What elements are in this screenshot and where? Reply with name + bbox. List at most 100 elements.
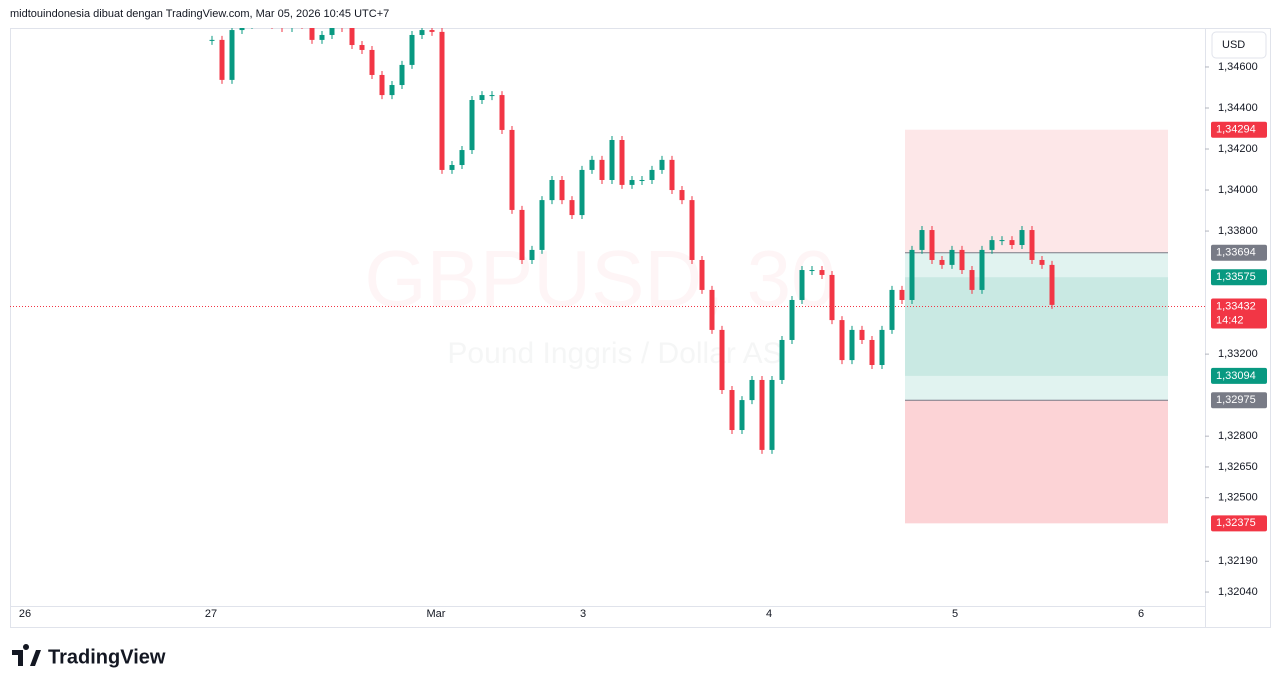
x-tick-label: Mar — [427, 608, 446, 620]
candle-body — [609, 139, 615, 180]
x-tick-label: 26 — [19, 608, 31, 620]
candle-body — [989, 240, 995, 250]
candle-body — [789, 299, 795, 340]
y-tick-label: 1,34600 — [1218, 61, 1258, 73]
countdown: 14:42 — [1216, 314, 1244, 326]
currency-button[interactable] — [1211, 31, 1267, 59]
y-tick-label: 1,32190 — [1218, 555, 1258, 567]
candle-body — [389, 85, 395, 96]
candle-body — [599, 159, 605, 180]
price-tag-label: 1,33094 — [1216, 370, 1256, 382]
watermark-symbol: GBPUSD, 30 — [364, 234, 835, 323]
candle-body — [779, 339, 785, 380]
y-tick-label: 1,32650 — [1218, 461, 1258, 473]
candle-body — [309, 28, 315, 40]
y-tick-label: 1,32040 — [1218, 586, 1258, 598]
candle-body — [979, 249, 985, 290]
candle-body — [569, 200, 575, 216]
candle-body — [399, 64, 405, 86]
currency-label[interactable]: USD — [1222, 39, 1245, 51]
logo-icon — [12, 644, 41, 666]
y-tick-label: 1,32500 — [1218, 492, 1258, 504]
y-tick-label: 1,34200 — [1218, 143, 1258, 155]
candle-body — [909, 249, 915, 300]
x-tick-label: 6 — [1138, 608, 1144, 620]
x-tick-label: 27 — [205, 608, 217, 620]
candle-body — [649, 169, 655, 180]
candle-body — [419, 30, 425, 35]
candle-body — [679, 190, 685, 201]
candle-body — [359, 45, 365, 50]
candle-body — [549, 179, 555, 201]
candle-body — [859, 329, 865, 340]
zone — [905, 375, 1168, 401]
x-tick-label: 5 — [952, 608, 958, 620]
candle-body — [1049, 264, 1055, 305]
candle-body — [929, 230, 935, 260]
candle-body — [239, 28, 245, 31]
candle-body — [519, 209, 525, 260]
candle-body — [659, 159, 665, 170]
candle-body — [709, 289, 715, 330]
candle-body — [839, 320, 845, 361]
candle-body — [329, 28, 335, 35]
candle-body — [1009, 240, 1015, 246]
zone — [905, 129, 1168, 253]
candle-body — [939, 259, 945, 265]
candle-body — [219, 39, 225, 80]
price-tag-label: 1,32975 — [1216, 394, 1256, 406]
candle-body — [369, 49, 375, 75]
candle-body — [919, 230, 925, 250]
candle-body — [629, 179, 635, 185]
candle-body — [1029, 230, 1035, 260]
candle-body — [559, 179, 565, 201]
candle-body — [879, 329, 885, 365]
candle-body — [849, 329, 855, 361]
candle-body — [759, 379, 765, 450]
price-tag — [1211, 269, 1267, 286]
header-text: midtouindonesia dibuat dengan TradingVie… — [10, 8, 389, 20]
candle-body — [719, 329, 725, 391]
candle-body — [509, 129, 515, 210]
price-tag-label: 1,34294 — [1216, 124, 1256, 136]
candle-body — [739, 400, 745, 431]
candle-body — [799, 270, 805, 300]
y-tick-label: 1,33800 — [1218, 225, 1258, 237]
candle-body — [499, 95, 505, 130]
candle-body — [379, 74, 385, 96]
y-tick-label: 1,33200 — [1218, 348, 1258, 360]
price-tag — [1211, 298, 1267, 329]
price-tag-label: 1,33575 — [1216, 271, 1256, 283]
position-tool — [10, 129, 1205, 524]
candle-body — [669, 159, 675, 191]
candle-body — [969, 270, 975, 290]
candle-body — [889, 289, 895, 330]
candle-body — [959, 249, 965, 271]
candle-body — [349, 28, 355, 46]
candle-body — [429, 30, 435, 32]
candle-body — [459, 150, 465, 166]
candle-body — [589, 159, 595, 170]
price-tag — [1211, 244, 1267, 261]
chart-frame — [10, 28, 1271, 628]
price-tag — [1211, 392, 1267, 409]
candle-body — [769, 379, 775, 450]
candle-body — [749, 379, 755, 401]
candle-body — [229, 30, 235, 80]
candle-body — [899, 289, 905, 300]
candle-body — [469, 99, 475, 151]
price-tag-label: 1,32375 — [1216, 517, 1256, 529]
candle-body — [819, 270, 825, 275]
axes: 1,34600 1,34400 1,34200 1,34000 1,33800 1,332… — [19, 61, 1267, 620]
price-tag — [1211, 367, 1267, 384]
candle-body — [209, 39, 215, 41]
logo-text: TradingView — [48, 646, 166, 668]
x-tick-label: 3 — [580, 608, 586, 620]
y-tick-label: 1,32800 — [1218, 430, 1258, 442]
price-tag — [1211, 121, 1267, 138]
candle-body — [579, 169, 585, 216]
x-tick-label: 4 — [766, 608, 772, 620]
candle-body — [319, 34, 325, 40]
